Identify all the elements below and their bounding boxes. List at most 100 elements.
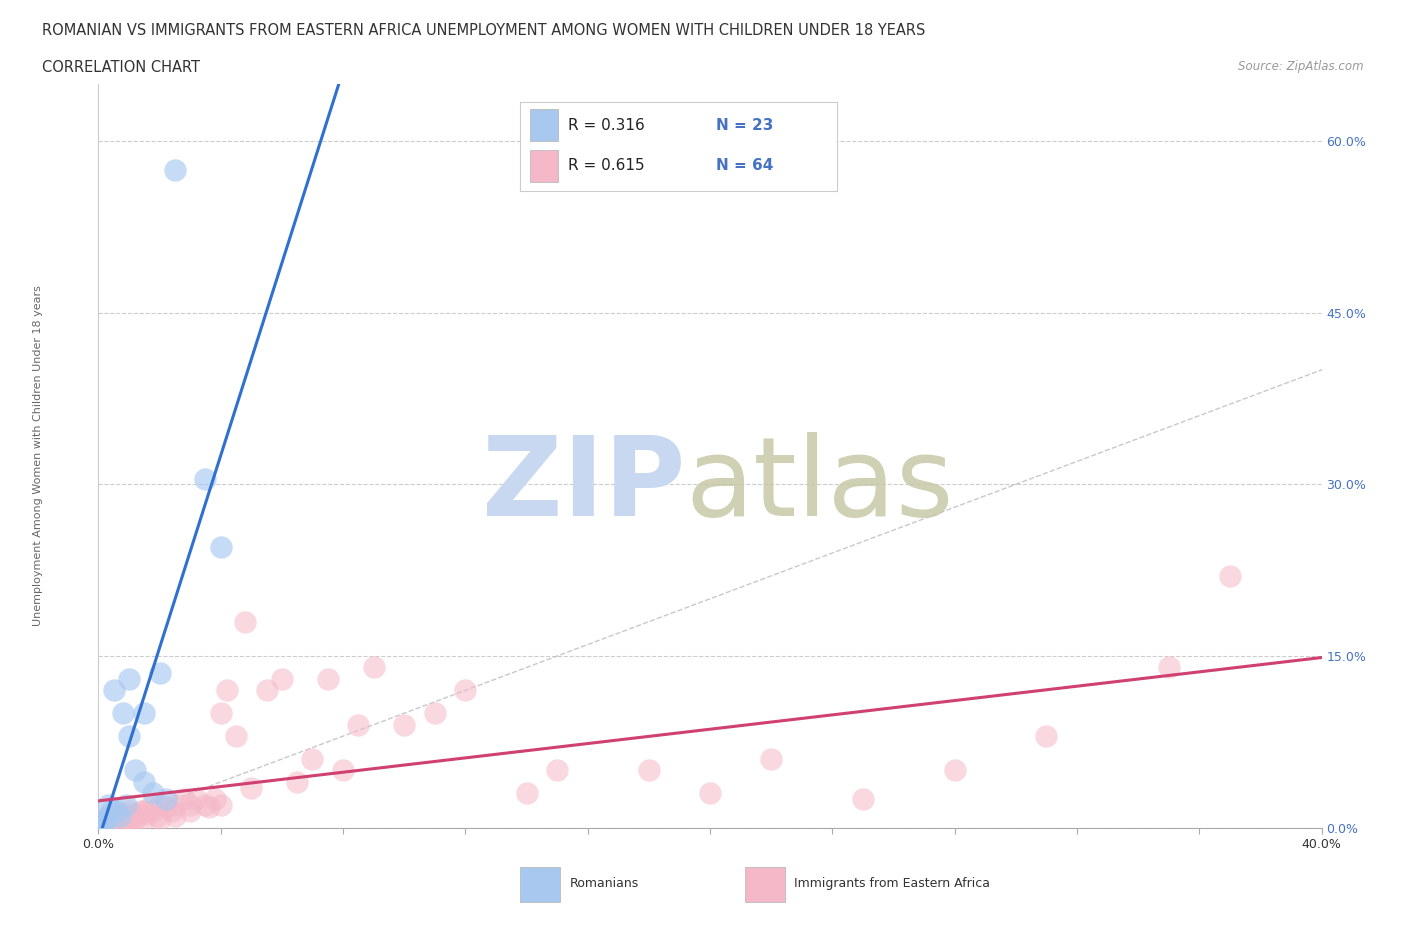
Point	[155, 791, 177, 806]
Point	[197, 800, 219, 815]
Point	[115, 811, 138, 826]
Point	[173, 791, 195, 806]
Point	[759, 751, 782, 766]
Point	[149, 666, 172, 681]
Text: Source: ZipAtlas.com: Source: ZipAtlas.com	[1239, 60, 1364, 73]
Point	[134, 775, 156, 790]
Point	[118, 815, 141, 830]
Point	[194, 797, 217, 812]
Point	[97, 809, 120, 824]
Point	[118, 809, 141, 824]
Text: R = 0.615: R = 0.615	[568, 158, 644, 173]
Point	[108, 809, 131, 824]
Point	[124, 811, 146, 826]
Point	[139, 800, 162, 815]
Text: Romanians: Romanians	[569, 877, 638, 890]
Point	[97, 797, 120, 812]
Text: atlas: atlas	[686, 432, 955, 539]
Point	[270, 671, 292, 686]
Point	[124, 806, 146, 821]
Point	[1157, 660, 1180, 675]
Point	[316, 671, 339, 686]
Point	[118, 671, 141, 686]
Text: ZIP: ZIP	[482, 432, 686, 539]
Point	[129, 804, 152, 818]
Point	[100, 811, 122, 826]
Point	[179, 797, 201, 812]
Point	[546, 763, 568, 777]
FancyBboxPatch shape	[530, 150, 558, 182]
Point	[134, 811, 156, 826]
Point	[209, 706, 232, 721]
Point	[124, 763, 146, 777]
Point	[186, 791, 208, 806]
Text: N = 23: N = 23	[716, 118, 773, 133]
Point	[103, 683, 125, 698]
Point	[215, 683, 238, 698]
Point	[90, 815, 112, 830]
Point	[1219, 568, 1241, 583]
Point	[204, 791, 226, 806]
Point	[209, 797, 232, 812]
Point	[852, 791, 875, 806]
Point	[136, 806, 159, 821]
Point	[225, 729, 247, 744]
Point	[943, 763, 966, 777]
Point	[163, 162, 186, 177]
Text: Immigrants from Eastern Africa: Immigrants from Eastern Africa	[794, 877, 990, 890]
Point	[637, 763, 661, 777]
Point	[160, 804, 183, 818]
Point	[699, 786, 721, 801]
Point	[93, 815, 115, 830]
Point	[516, 786, 538, 801]
Point	[209, 539, 232, 554]
Point	[163, 797, 186, 812]
Point	[155, 800, 177, 815]
Point	[363, 660, 385, 675]
Point	[149, 797, 172, 812]
Text: R = 0.316: R = 0.316	[568, 118, 644, 133]
FancyBboxPatch shape	[530, 110, 558, 141]
Point	[90, 815, 112, 830]
Point	[97, 811, 120, 826]
Point	[145, 809, 167, 824]
Point	[179, 804, 201, 818]
Point	[142, 786, 165, 801]
Point	[285, 775, 308, 790]
Text: ROMANIAN VS IMMIGRANTS FROM EASTERN AFRICA UNEMPLOYMENT AMONG WOMEN WITH CHILDRE: ROMANIAN VS IMMIGRANTS FROM EASTERN AFRI…	[42, 23, 925, 38]
Point	[93, 811, 115, 826]
Point	[134, 706, 156, 721]
Text: N = 64: N = 64	[716, 158, 773, 173]
Point	[111, 706, 134, 721]
Point	[163, 809, 186, 824]
Point	[233, 614, 256, 629]
Point	[115, 797, 138, 812]
Point	[90, 817, 112, 831]
Point	[142, 804, 165, 818]
Text: CORRELATION CHART: CORRELATION CHART	[42, 60, 200, 75]
Point	[332, 763, 354, 777]
Point	[103, 809, 125, 824]
FancyBboxPatch shape	[745, 867, 785, 902]
Point	[256, 683, 278, 698]
Point	[100, 804, 122, 818]
Point	[240, 780, 263, 795]
Y-axis label: Unemployment Among Women with Children Under 18 years: Unemployment Among Women with Children U…	[32, 286, 42, 626]
Point	[105, 804, 128, 818]
Point	[118, 729, 141, 744]
FancyBboxPatch shape	[520, 867, 560, 902]
Point	[105, 811, 128, 826]
Point	[108, 809, 131, 824]
Point	[149, 811, 172, 826]
Point	[347, 717, 370, 732]
Point	[194, 472, 217, 486]
Point	[93, 817, 115, 831]
Point	[127, 809, 149, 824]
Point	[111, 806, 134, 821]
Point	[1035, 729, 1057, 744]
Point	[103, 806, 125, 821]
Point	[392, 717, 416, 732]
Point	[111, 815, 134, 830]
Point	[134, 804, 156, 818]
Point	[118, 804, 141, 818]
